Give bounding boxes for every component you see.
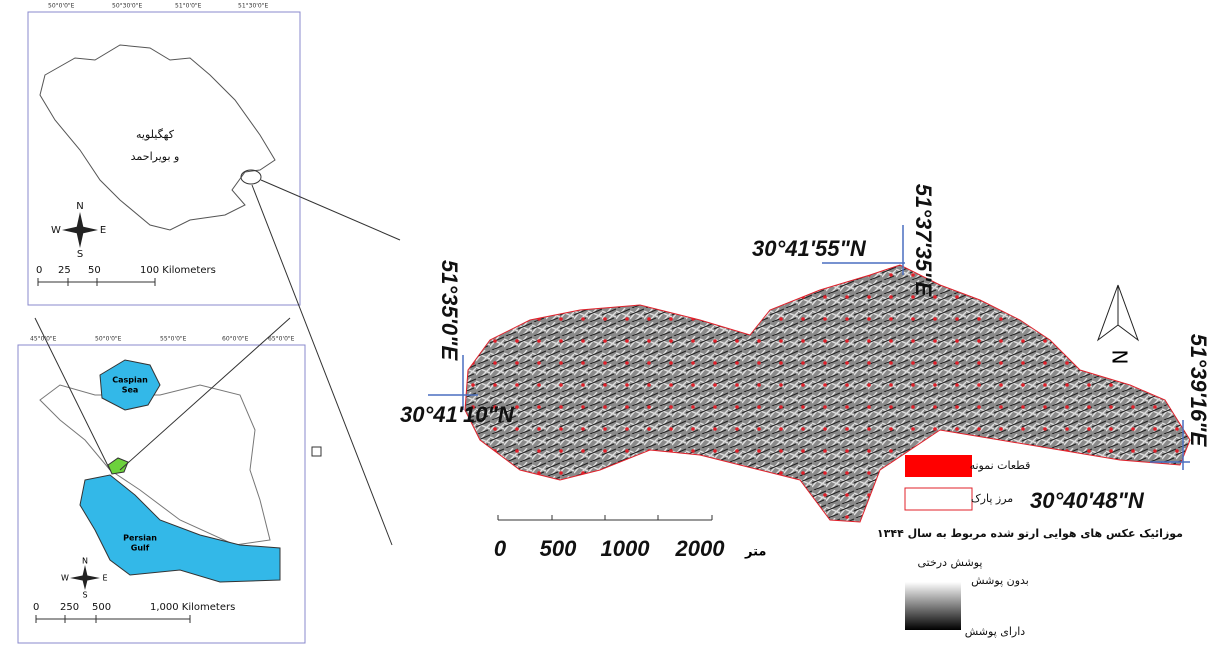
tick-label: 65°0'0"E: [268, 336, 295, 343]
scale-unit: متر: [744, 545, 766, 560]
province-label: کهگیلویه: [136, 128, 175, 141]
legend-label: پوشش درختی: [918, 556, 983, 569]
scale-label: 1000: [601, 536, 651, 561]
compass: [70, 565, 100, 590]
coord-label: 51°35'0"E: [437, 260, 462, 362]
scale-label: 250: [60, 602, 79, 613]
coord-label: 30°41'10"N: [400, 402, 515, 427]
legend-label: موزائیک عکس های هوایی ارتو شده مربوط به …: [877, 527, 1183, 540]
tick-label: 45°0'0"E: [30, 336, 57, 343]
compass-n: N: [82, 557, 88, 566]
tick-label: 51°30'0"E: [238, 3, 268, 10]
coord-label: 51°39'16"E: [1186, 334, 1211, 448]
caspian: [99, 359, 161, 411]
province-label: و بویراحمد: [131, 150, 180, 163]
scale-label: 1,000 Kilometers: [150, 602, 235, 613]
compass-s: S: [77, 249, 83, 260]
north-arrow: [1096, 284, 1119, 342]
legend-label: مرز پارک: [971, 492, 1013, 505]
coord-label: 30°40'48"N: [1030, 488, 1145, 513]
main-map: 51°35'0"E 30°41'10"N 30°41'55"N 51°37'35…: [400, 184, 1211, 561]
scale-bar: [35, 615, 191, 623]
tick-label: 55°0'0"E: [160, 336, 187, 343]
sea-label: Sea: [122, 386, 139, 395]
scale-label: 500: [92, 602, 111, 613]
scale-bar: [497, 515, 713, 521]
park-circle: [240, 169, 262, 185]
scale-label: 0: [494, 536, 507, 561]
scale-label: 100 Kilometers: [140, 265, 216, 276]
province-outline: [39, 44, 276, 231]
compass-e: E: [102, 574, 107, 583]
scale-label: 0: [36, 265, 42, 276]
legend-label: دارای پوشش: [965, 625, 1026, 638]
legend-label: قطعات نمونه: [970, 459, 1031, 472]
compass-s: S: [82, 591, 87, 600]
coord-label: 30°41'55"N: [752, 236, 867, 261]
gradient-swatch: [905, 582, 961, 630]
tick-label: 50°30'0"E: [112, 3, 142, 10]
scale-label: 50: [88, 265, 101, 276]
legend-swatch: [904, 487, 973, 511]
legend-label: بدون پوشش: [971, 574, 1029, 587]
coord-label: 51°37'35"E: [911, 184, 936, 298]
sea-label: Caspian: [112, 376, 148, 385]
province-highlight: [107, 457, 129, 475]
scale-bar: [37, 278, 156, 286]
scale-label: 25: [58, 265, 71, 276]
legend-swatch: [905, 455, 972, 477]
coord-line: [428, 225, 1190, 470]
compass: [62, 212, 98, 248]
north-label: N: [1108, 350, 1132, 365]
legend: قطعات نمونه مرز پارک موزائیک عکس های هوا…: [877, 455, 1183, 638]
tick-label: 50°0'0"E: [95, 336, 122, 343]
compass-n: N: [76, 201, 83, 212]
tick-label: 50°0'0"E: [48, 3, 75, 10]
inset-bottom: 45°0'0"E 50°0'0"E 55°0'0"E 60°0'0"E 65°0…: [17, 336, 322, 644]
leader-line: [34, 179, 401, 546]
tick-label: 60°0'0"E: [222, 336, 249, 343]
compass-w: W: [51, 225, 61, 236]
compass-w: W: [61, 574, 69, 583]
inset-top: 50°0'0"E 50°30'0"E 51°0'0"E 51°30'0"E که…: [27, 3, 301, 306]
gulf: [79, 474, 281, 583]
frame: [27, 11, 301, 306]
marker: [311, 446, 322, 457]
scale-label: 2000: [675, 536, 726, 561]
scale-label: 0: [33, 602, 39, 613]
north-arrow: [1117, 284, 1140, 342]
tick-label: 51°0'0"E: [175, 3, 202, 10]
sample-plots: [465, 265, 1190, 522]
compass-e: E: [100, 225, 106, 236]
sea-label: Persian: [123, 534, 157, 543]
scale-label: 500: [540, 536, 577, 561]
sea-label: Gulf: [131, 544, 150, 553]
